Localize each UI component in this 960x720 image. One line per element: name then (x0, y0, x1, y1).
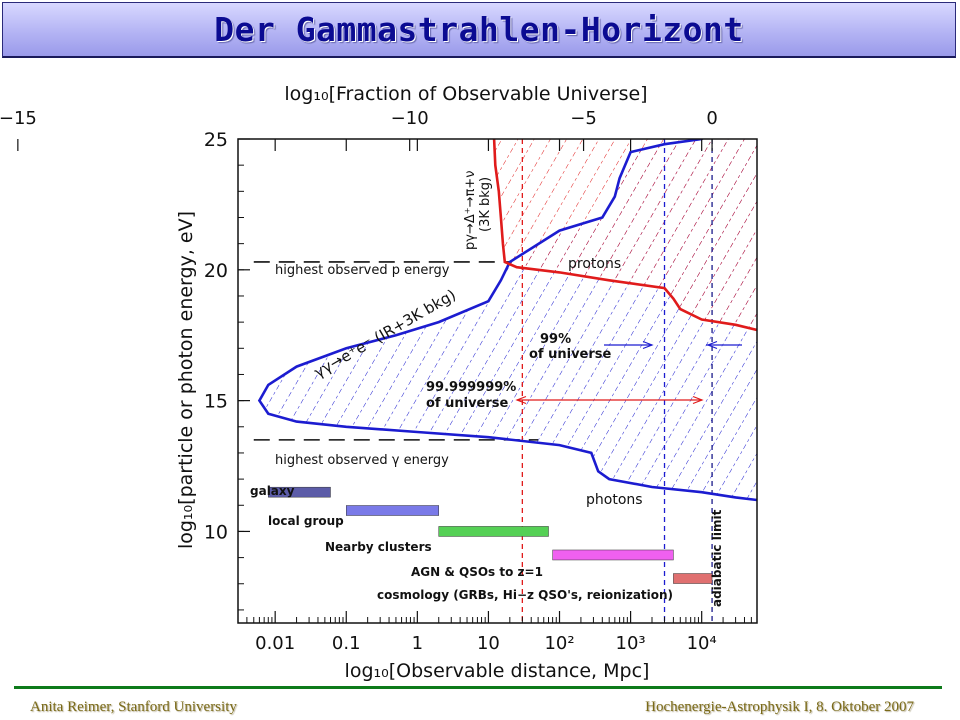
red-horizon-arrow-head-right (692, 395, 704, 405)
adiabatic-arrow-head (706, 340, 718, 350)
red-horizon-arrow-head-left (515, 395, 527, 405)
protons-curve (492, 139, 757, 332)
range-label-3: AGN & QSOs to z=1 (411, 565, 543, 579)
x-tick-label-1: 0.1 (332, 633, 361, 654)
annotation-3: protons (568, 256, 621, 272)
x2-tick-label-3: 0 (706, 108, 717, 129)
annotation-5: 99% (540, 332, 571, 347)
x-tick-label-4: 10² (544, 633, 574, 654)
footer-divider (14, 686, 942, 689)
annotation-9: adiabatic limit (710, 509, 724, 607)
x2-tick-label-1: −10 (391, 108, 429, 129)
page-title: Der Gammastrahlen-Horizont (214, 10, 744, 49)
footer-author: Anita Reimer, Stanford University (30, 699, 237, 715)
x2-tick-label-2: −5 (570, 108, 597, 129)
range-label-0: galaxy (250, 484, 295, 498)
annotation-6: of universe (529, 347, 612, 362)
reference-line-label-1: highest observed γ energy (275, 453, 449, 468)
scale-ranges: galaxy local group Nearby clusters AGN & QS… (250, 484, 713, 602)
proton-horizon-hatch (494, 139, 757, 330)
x-tick-label-0: 0.01 (255, 633, 295, 654)
range-label-2: Nearby clusters (325, 540, 432, 554)
range-label-1: local group (268, 514, 344, 528)
footer-course: Hochenergie-Astrophysik I, 8. Oktober 20… (645, 699, 914, 715)
annotation-7: 99.999999% (426, 380, 516, 395)
blue-horizon-arrow-head-right (642, 340, 654, 350)
x-tick-label-3: 10 (477, 633, 500, 654)
y-tick-label-3: 25 (204, 129, 228, 151)
x-tick-label-2: 1 (412, 633, 423, 654)
annotation-4: photons (586, 492, 643, 508)
reference-lines (253, 139, 713, 623)
range-bar-2 (438, 526, 549, 537)
y-tick-label-2: 20 (204, 260, 228, 282)
x2-tick-label-0: −15 (0, 108, 37, 129)
reference-line-label-0: highest observed p energy (275, 263, 450, 278)
annotation-1: pγ→Δ⁺→π+ν (463, 171, 478, 250)
range-bar-1 (346, 505, 439, 516)
range-bar-0 (268, 486, 331, 498)
y-tick-label-0: 10 (204, 521, 228, 543)
annotation-8: of universe (426, 396, 509, 411)
hatched-regions (259, 139, 757, 500)
x-tick-label-5: 10³ (616, 633, 646, 654)
annotation-2: (3K bkg) (478, 177, 493, 232)
x-tick-label-6: 10⁴ (687, 633, 717, 654)
y-tick-label-1: 15 (204, 391, 228, 413)
x2-axis-label: log₁₀[Fraction of Observable Universe] (284, 83, 647, 105)
photons-curve (257, 139, 757, 502)
y-axis-label: log₁₀[particle or photon energy, eV] (175, 211, 197, 549)
range-bar-3 (552, 549, 674, 561)
plot-frame (237, 138, 758, 624)
range-bar-4 (673, 573, 713, 584)
range-label-4: cosmology (GRBs, Hi−z QSO's, reionizatio… (377, 588, 673, 602)
series-lines (257, 139, 757, 502)
x-axis-label: log₁₀[Observable distance, Mpc] (345, 660, 650, 682)
title-bar: Der Gammastrahlen-Horizont (2, 2, 956, 58)
axes: 0.01 0.1 1 10 10² 10³ 10⁴ 10 15 20 25 −15 −10 −5 0 (0, 108, 752, 654)
